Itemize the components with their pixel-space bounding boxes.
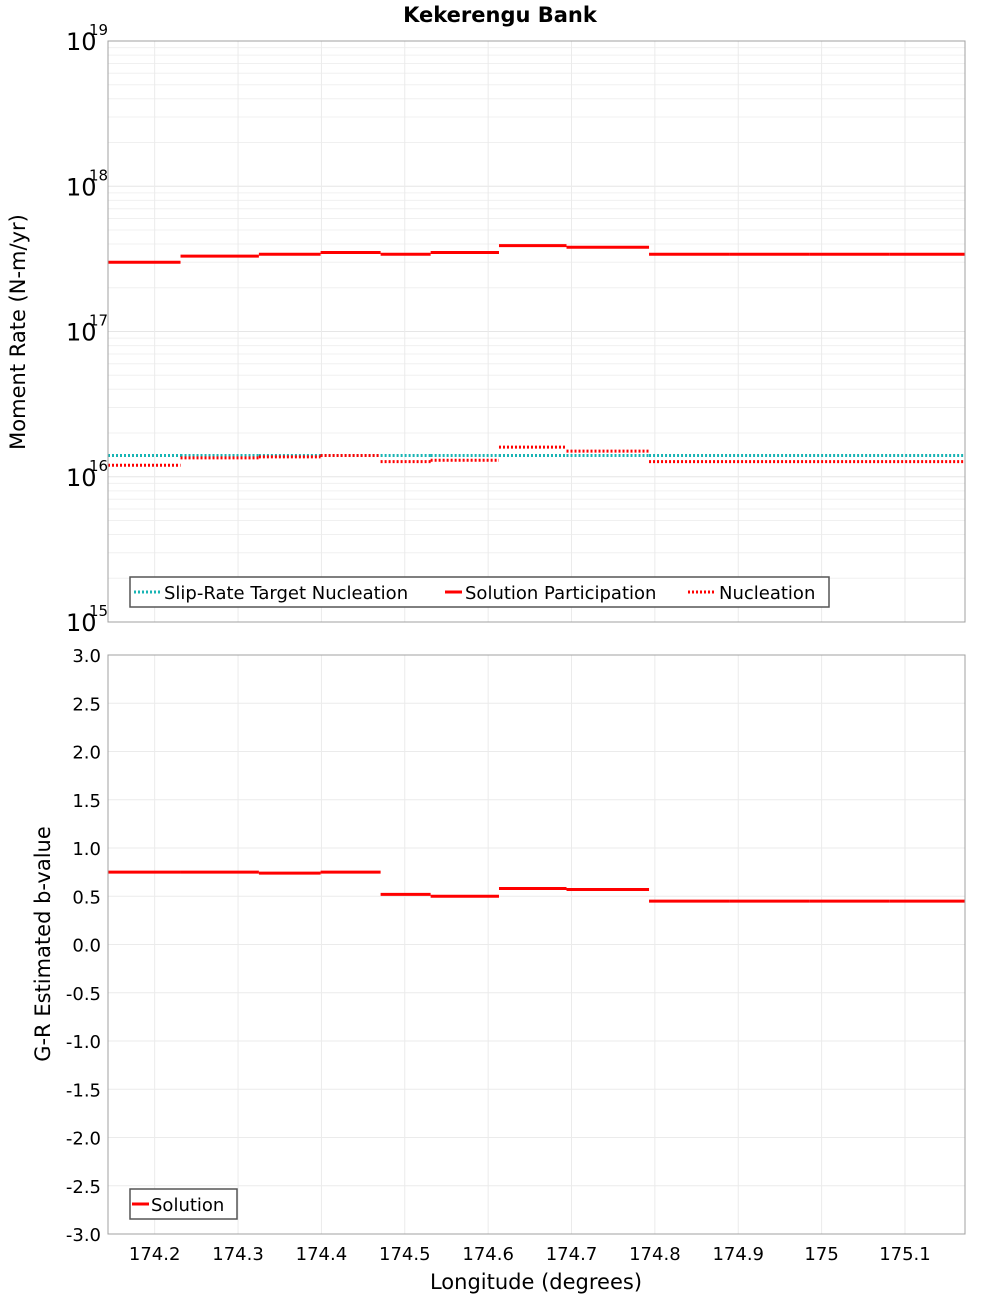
bottom-y-ticks: 3.0 2.5 2.0 1.5 1.0 0.5 0.0 -0.5 -1.0 -1.5 -2.0 -2.… bbox=[66, 646, 101, 1246]
legend-label-target-nucleation: Slip-Rate Target Nucleation bbox=[164, 583, 408, 604]
y-tick-label: 10 bbox=[66, 319, 97, 347]
y-tick-label: 10 bbox=[66, 464, 97, 492]
y-tick-exponent: 16 bbox=[89, 457, 108, 475]
y-tick-label: 1.5 bbox=[72, 791, 101, 812]
y-tick-label: 10 bbox=[66, 173, 97, 201]
x-tick-label: 174.8 bbox=[629, 1244, 681, 1265]
x-tick-label: 175.1 bbox=[879, 1244, 931, 1265]
top-y-axis-label: Moment Rate (N-m/yr) bbox=[6, 214, 30, 450]
legend-label-solution-participation: Solution Participation bbox=[465, 583, 656, 604]
x-tick-label: 174.3 bbox=[212, 1244, 264, 1265]
y-tick-label: 10 bbox=[66, 28, 97, 56]
y-tick-label: -0.5 bbox=[66, 984, 101, 1005]
y-tick-exponent: 18 bbox=[89, 166, 108, 184]
x-tick-label: 174.4 bbox=[296, 1244, 348, 1265]
chart-title: Kekerengu Bank bbox=[403, 3, 598, 27]
y-tick-label: -2.0 bbox=[66, 1129, 101, 1150]
bottom-y-axis-label: G-R Estimated b-value bbox=[31, 826, 55, 1062]
legend-label-nucleation: Nucleation bbox=[719, 583, 815, 604]
y-tick-exponent: 15 bbox=[89, 602, 108, 620]
x-tick-label: 175 bbox=[804, 1244, 838, 1265]
legend-label-solution: Solution bbox=[151, 1195, 224, 1216]
top-legend: Slip-Rate Target Nucleation Solution Par… bbox=[129, 576, 830, 608]
top-plot-border bbox=[107, 40, 966, 623]
y-tick-label: -3.0 bbox=[66, 1225, 101, 1246]
y-tick-label: 0.0 bbox=[72, 936, 101, 957]
y-tick-label: 1.0 bbox=[72, 839, 101, 860]
y-tick-label: 0.5 bbox=[72, 887, 101, 908]
bottom-plot-border bbox=[107, 654, 966, 1235]
x-tick-label: 174.2 bbox=[129, 1244, 181, 1265]
y-tick-label: -1.0 bbox=[66, 1032, 101, 1053]
x-ticks: 174.2 174.3 174.4 174.5 174.6 174.7 174.8 174.9… bbox=[129, 1244, 931, 1265]
bottom-legend-box bbox=[129, 1188, 238, 1220]
x-axis-label: Longitude (degrees) bbox=[430, 1270, 642, 1294]
y-tick-label: -1.5 bbox=[66, 1080, 101, 1101]
top-series bbox=[108, 244, 965, 467]
y-tick-label: 3.0 bbox=[72, 646, 101, 667]
bottom-series bbox=[108, 870, 965, 903]
x-tick-label: 174.5 bbox=[379, 1244, 431, 1265]
y-tick-label: 2.0 bbox=[72, 743, 101, 764]
x-tick-label: 174.9 bbox=[712, 1244, 764, 1265]
y-tick-label: -2.5 bbox=[66, 1177, 101, 1198]
y-tick-label: 10 bbox=[66, 609, 97, 637]
bottom-legend: Solution bbox=[129, 1188, 238, 1220]
x-tick-label: 174.6 bbox=[462, 1244, 514, 1265]
top-grid bbox=[108, 41, 965, 623]
y-tick-label: 2.5 bbox=[72, 694, 101, 715]
x-tick-label: 174.7 bbox=[546, 1244, 598, 1265]
y-tick-exponent: 17 bbox=[89, 312, 108, 330]
y-tick-exponent: 19 bbox=[89, 21, 108, 39]
b-value-panel: 3.0 2.5 2.0 1.5 1.0 0.5 0.0 -0.5 -1.0 -1.5 -2.0 -2.… bbox=[31, 646, 966, 1246]
